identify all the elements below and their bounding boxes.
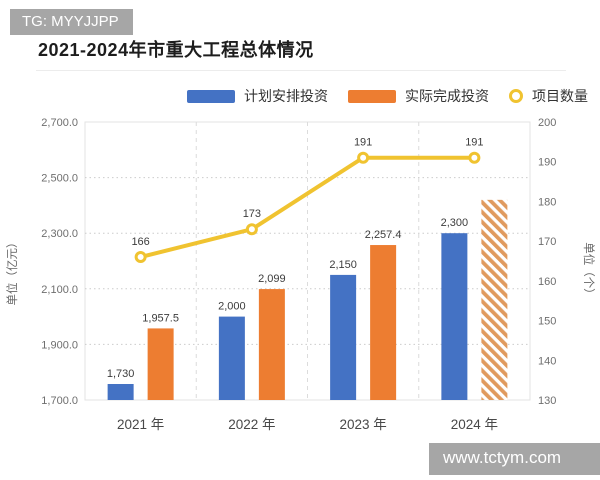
watermark-url-badge: www.tctym.com <box>429 443 600 475</box>
bar-label-actual-2021: 1,957.5 <box>142 312 179 324</box>
bar-actual-2021 <box>147 328 174 400</box>
bar-planned-2021 <box>107 384 134 400</box>
right-axis-tick: 140 <box>538 355 556 367</box>
x-label-2021: 2021 年 <box>117 417 164 432</box>
right-axis-tick: 160 <box>538 276 556 288</box>
watermark-tg-badge: TG: MYYJJPP <box>10 9 133 35</box>
bar-label-actual-2023: 2,257.4 <box>365 229 402 241</box>
right-axis-tick: 130 <box>538 395 556 407</box>
line-marker-2022 <box>245 223 258 236</box>
project-count-line <box>138 155 477 260</box>
bar-actual-2024-hatched <box>481 199 508 400</box>
legend-label-planned: 计划安排投资 <box>244 88 328 104</box>
bar-actual-2022 <box>258 289 285 400</box>
right-axis-title: 单位（个） <box>582 242 596 300</box>
line-marker-2024 <box>468 151 481 164</box>
left-axis-tick: 1,900.0 <box>41 339 78 351</box>
line-label-2022: 173 <box>243 208 261 220</box>
page-title: 2021-2024年市重大工程总体情况 <box>38 40 314 60</box>
line-label-2024: 191 <box>465 137 483 149</box>
left-axis-tick: 2,100.0 <box>41 284 78 296</box>
bar-label-planned-2024: 2,300 <box>441 217 469 229</box>
x-label-2024: 2024 年 <box>451 417 498 432</box>
bar-planned-2022 <box>218 316 245 400</box>
left-axis-tick: 1,700.0 <box>41 395 78 407</box>
legend-label-project-count: 项目数量 <box>532 88 588 104</box>
bar-label-actual-2022: 2,099 <box>258 273 286 285</box>
left-axis-tick: 2,300.0 <box>41 228 78 240</box>
legend-item-planned-investment: 计划安排投资 <box>187 86 328 106</box>
chart-legend: 计划安排投资 实际完成投资 项目数量 <box>85 86 588 106</box>
bar-label-planned-2021: 1,730 <box>107 368 135 380</box>
right-axis-tick: 190 <box>538 157 556 169</box>
bar-label-planned-2022: 2,000 <box>218 301 246 313</box>
left-axis-tick: 2,500.0 <box>41 173 78 185</box>
bar-planned-2023 <box>330 274 357 400</box>
title-divider <box>36 70 566 71</box>
right-axis-tick: 150 <box>538 316 556 328</box>
project-count-marker-icon <box>509 89 523 103</box>
legend-item-actual-investment: 实际完成投资 <box>348 86 489 106</box>
left-axis-title: 单位（亿元） <box>5 237 19 306</box>
legend-item-project-count: 项目数量 <box>509 86 588 106</box>
planned-investment-swatch-icon <box>187 89 235 103</box>
line-label-2021: 166 <box>131 236 149 248</box>
right-axis-tick: 170 <box>538 236 556 248</box>
x-label-2022: 2022 年 <box>228 417 275 432</box>
left-axis-tick: 2,700.0 <box>41 117 78 129</box>
legend-label-actual: 实际完成投资 <box>405 88 489 104</box>
bar-actual-2023 <box>370 245 397 400</box>
right-axis-tick: 200 <box>538 117 556 129</box>
line-label-2023: 191 <box>354 137 372 149</box>
line-marker-2023 <box>357 151 370 164</box>
right-axis-tick: 180 <box>538 196 556 208</box>
actual-investment-swatch-icon <box>348 89 396 103</box>
bar-planned-2024 <box>441 233 468 400</box>
x-label-2023: 2023 年 <box>339 417 386 432</box>
bar-label-planned-2023: 2,150 <box>329 259 357 271</box>
line-marker-2021 <box>134 251 147 264</box>
